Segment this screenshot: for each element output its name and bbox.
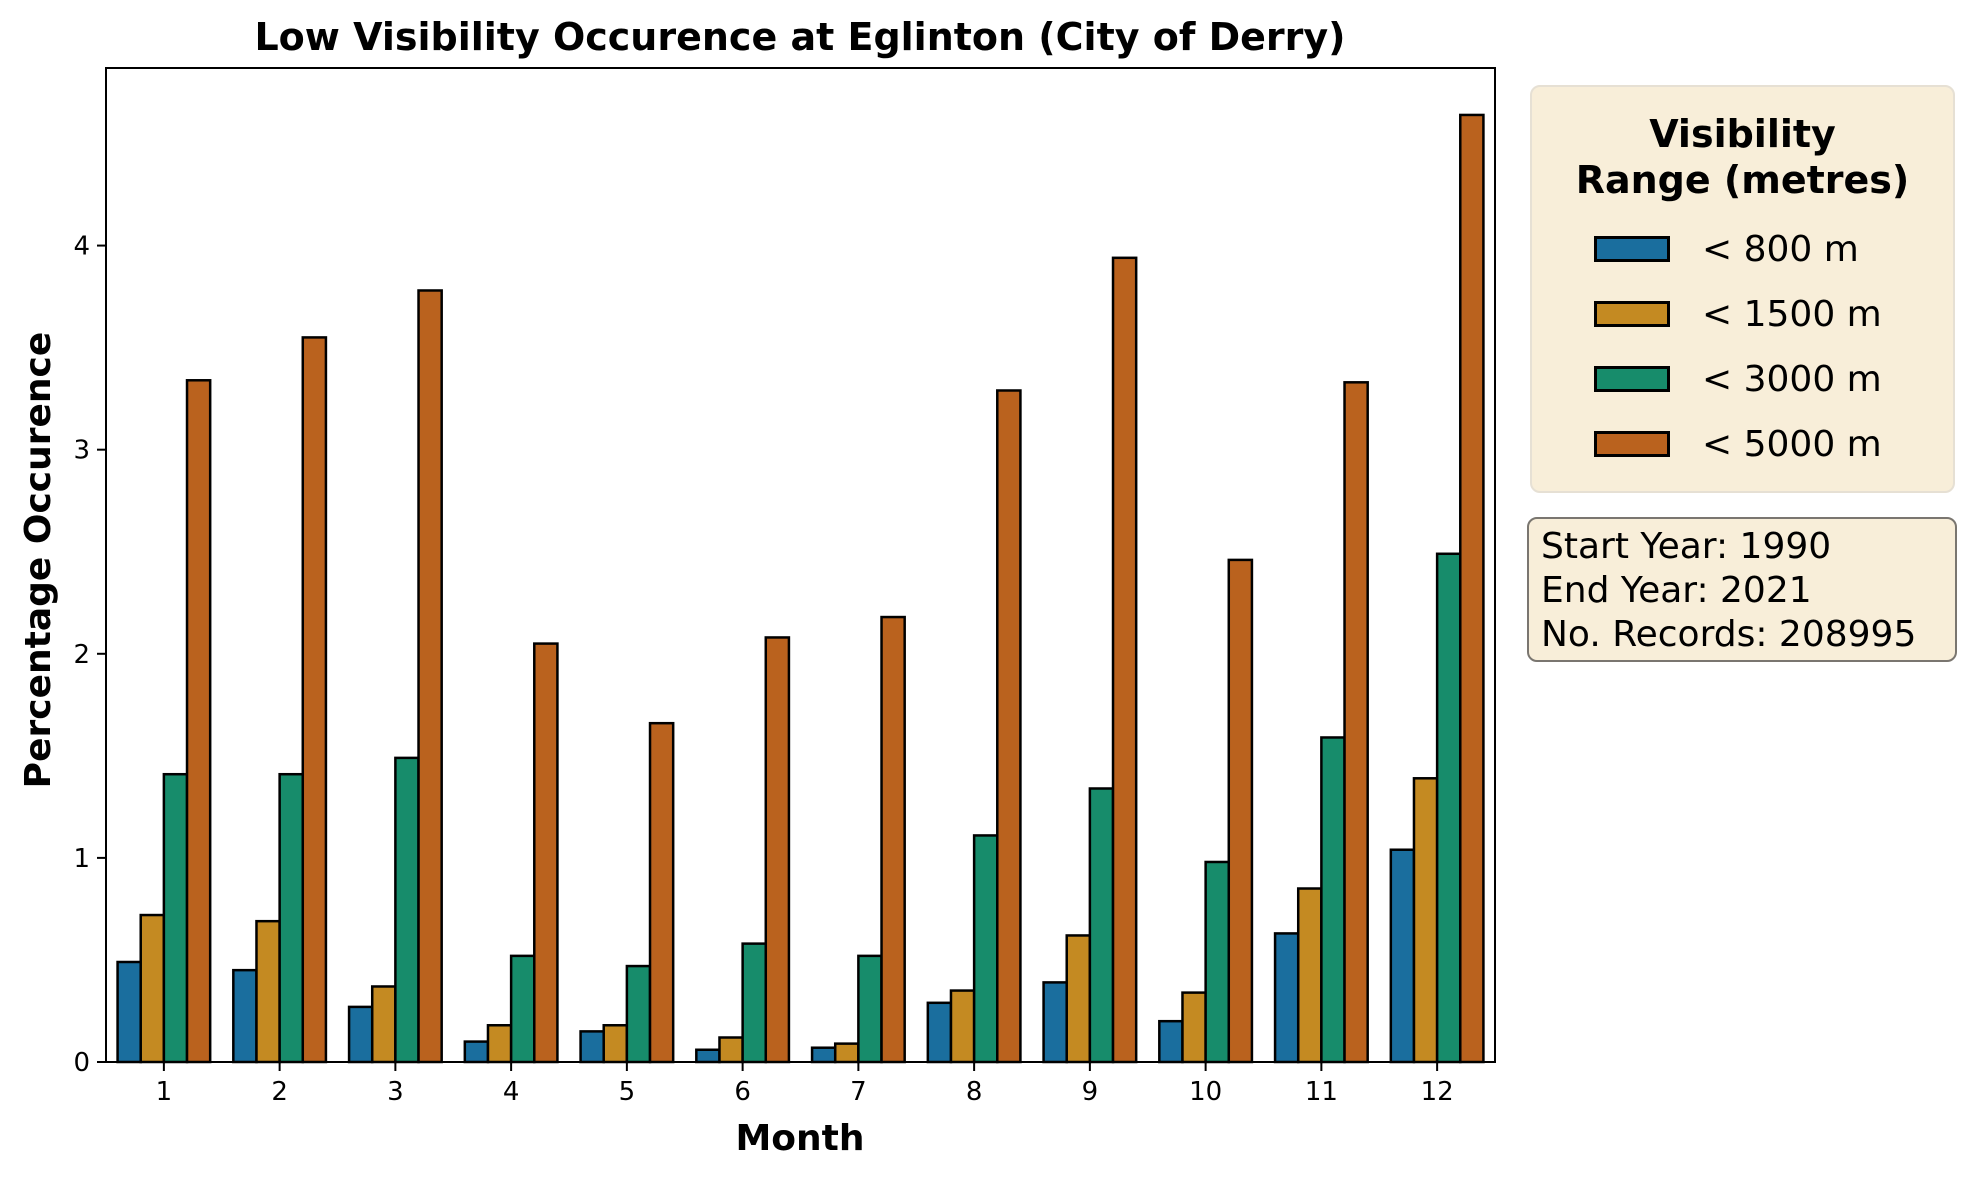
x-tick-label: 6 [734, 1077, 751, 1107]
start-year: Start Year: 1990 [1541, 526, 1832, 567]
legend-swatch [1594, 366, 1670, 392]
bar-month-10-series-0 [1158, 1019, 1184, 1064]
bar-month-1-series-0 [116, 960, 142, 1064]
bar-month-12-series-1 [1412, 777, 1439, 1064]
bar-month-9-series-3 [1111, 256, 1138, 1064]
x-tick-label: 5 [619, 1077, 636, 1107]
bar-month-3-series-3 [417, 289, 443, 1064]
bar-month-4-series-3 [533, 642, 559, 1064]
legend-item-3000: < 3000 m [1594, 358, 1882, 400]
y-tick-label: 4 [73, 232, 90, 262]
bar-month-8-series-2 [972, 834, 999, 1064]
end-year: End Year: 2021 [1541, 570, 1812, 611]
y-tick-label: 2 [73, 640, 90, 670]
y-tick-label: 1 [73, 844, 90, 874]
bar-month-12-series-2 [1435, 552, 1462, 1064]
bar-month-11-series-3 [1343, 381, 1369, 1064]
x-tick-label: 7 [850, 1077, 867, 1107]
legend-title: Visibility Range (metres) [1532, 111, 1953, 203]
bar-month-4-series-2 [509, 954, 536, 1064]
info-box: Start Year: 1990 End Year: 2021 No. Reco… [1527, 517, 1957, 662]
x-tick-label: 3 [387, 1077, 404, 1107]
y-axis-label: Percentage Occurence [18, 332, 59, 789]
bar-month-7-series-0 [810, 1046, 837, 1064]
bar-month-12-series-3 [1459, 113, 1485, 1064]
x-axis-label: Month [735, 1118, 864, 1159]
bar-month-10-series-1 [1181, 991, 1207, 1064]
chart-title: Low Visibility Occurence at Eglinton (Ci… [254, 15, 1345, 59]
legend-item-800: < 800 m [1594, 228, 1859, 270]
legend-swatch [1594, 301, 1670, 327]
x-tick-label: 4 [503, 1077, 520, 1107]
bar-month-5-series-2 [625, 964, 652, 1064]
bar-month-3-series-1 [370, 985, 397, 1064]
legend-swatch [1594, 236, 1670, 262]
x-tick-label: 8 [966, 1077, 983, 1107]
bar-month-6-series-1 [718, 1036, 744, 1064]
legend-swatch [1594, 431, 1670, 457]
bar-month-6-series-3 [764, 636, 791, 1064]
plot-frame [105, 67, 1496, 1063]
y-tick-label: 0 [73, 1048, 90, 1078]
bar-month-12-series-0 [1389, 848, 1416, 1064]
legend-label: < 3000 m [1702, 358, 1882, 400]
bar-month-1-series-3 [185, 379, 212, 1064]
bar-month-1-series-2 [162, 772, 189, 1064]
y-tick-label: 3 [73, 436, 90, 466]
legend-title-line1: Visibility [1649, 112, 1836, 156]
x-tick-label: 11 [1305, 1077, 1338, 1107]
bar-month-5-series-1 [602, 1024, 629, 1064]
bar-month-2-series-1 [255, 919, 281, 1064]
bar-month-9-series-2 [1088, 787, 1115, 1064]
bar-month-8-series-1 [949, 989, 976, 1064]
legend-label: < 1500 m [1702, 293, 1882, 335]
bar-month-10-series-2 [1204, 860, 1231, 1064]
bar-month-6-series-2 [741, 942, 768, 1064]
x-tick-label: 1 [156, 1077, 173, 1107]
bar-month-11-series-2 [1320, 736, 1346, 1064]
bar-month-7-series-3 [880, 615, 906, 1064]
legend-label: < 5000 m [1702, 423, 1882, 465]
record-count: No. Records: 208995 [1541, 614, 1917, 655]
bar-month-1-series-1 [139, 913, 166, 1064]
x-tick-label: 12 [1421, 1077, 1454, 1107]
bar-month-11-series-0 [1273, 932, 1300, 1064]
bar-month-6-series-0 [695, 1048, 721, 1064]
legend-item-5000: < 5000 m [1594, 423, 1882, 465]
legend-title-line2: Range (metres) [1575, 158, 1910, 202]
bar-month-4-series-0 [463, 1040, 490, 1064]
bar-month-3-series-2 [394, 756, 420, 1064]
x-tick-label: 10 [1189, 1077, 1222, 1107]
bar-month-7-series-2 [857, 954, 883, 1064]
bar-month-10-series-3 [1227, 558, 1254, 1064]
bar-month-2-series-0 [232, 968, 258, 1064]
bar-month-8-series-0 [926, 1001, 953, 1064]
bar-month-5-series-0 [579, 1030, 605, 1064]
bar-month-3-series-0 [347, 1005, 374, 1064]
bar-month-9-series-0 [1042, 981, 1068, 1064]
legend-label: < 800 m [1702, 228, 1859, 270]
legend: Visibility Range (metres) < 800 m < 1500… [1530, 85, 1955, 493]
bar-month-2-series-2 [278, 772, 305, 1064]
bar-month-7-series-1 [833, 1042, 860, 1064]
bar-month-2-series-3 [301, 336, 328, 1064]
bar-month-11-series-1 [1296, 887, 1323, 1064]
bar-month-5-series-3 [648, 721, 675, 1064]
bar-month-8-series-3 [996, 389, 1022, 1064]
legend-item-1500: < 1500 m [1594, 293, 1882, 335]
bar-month-4-series-1 [486, 1024, 513, 1064]
x-tick-label: 9 [1082, 1077, 1099, 1107]
x-tick-label: 2 [271, 1077, 288, 1107]
bar-month-9-series-1 [1065, 934, 1092, 1064]
